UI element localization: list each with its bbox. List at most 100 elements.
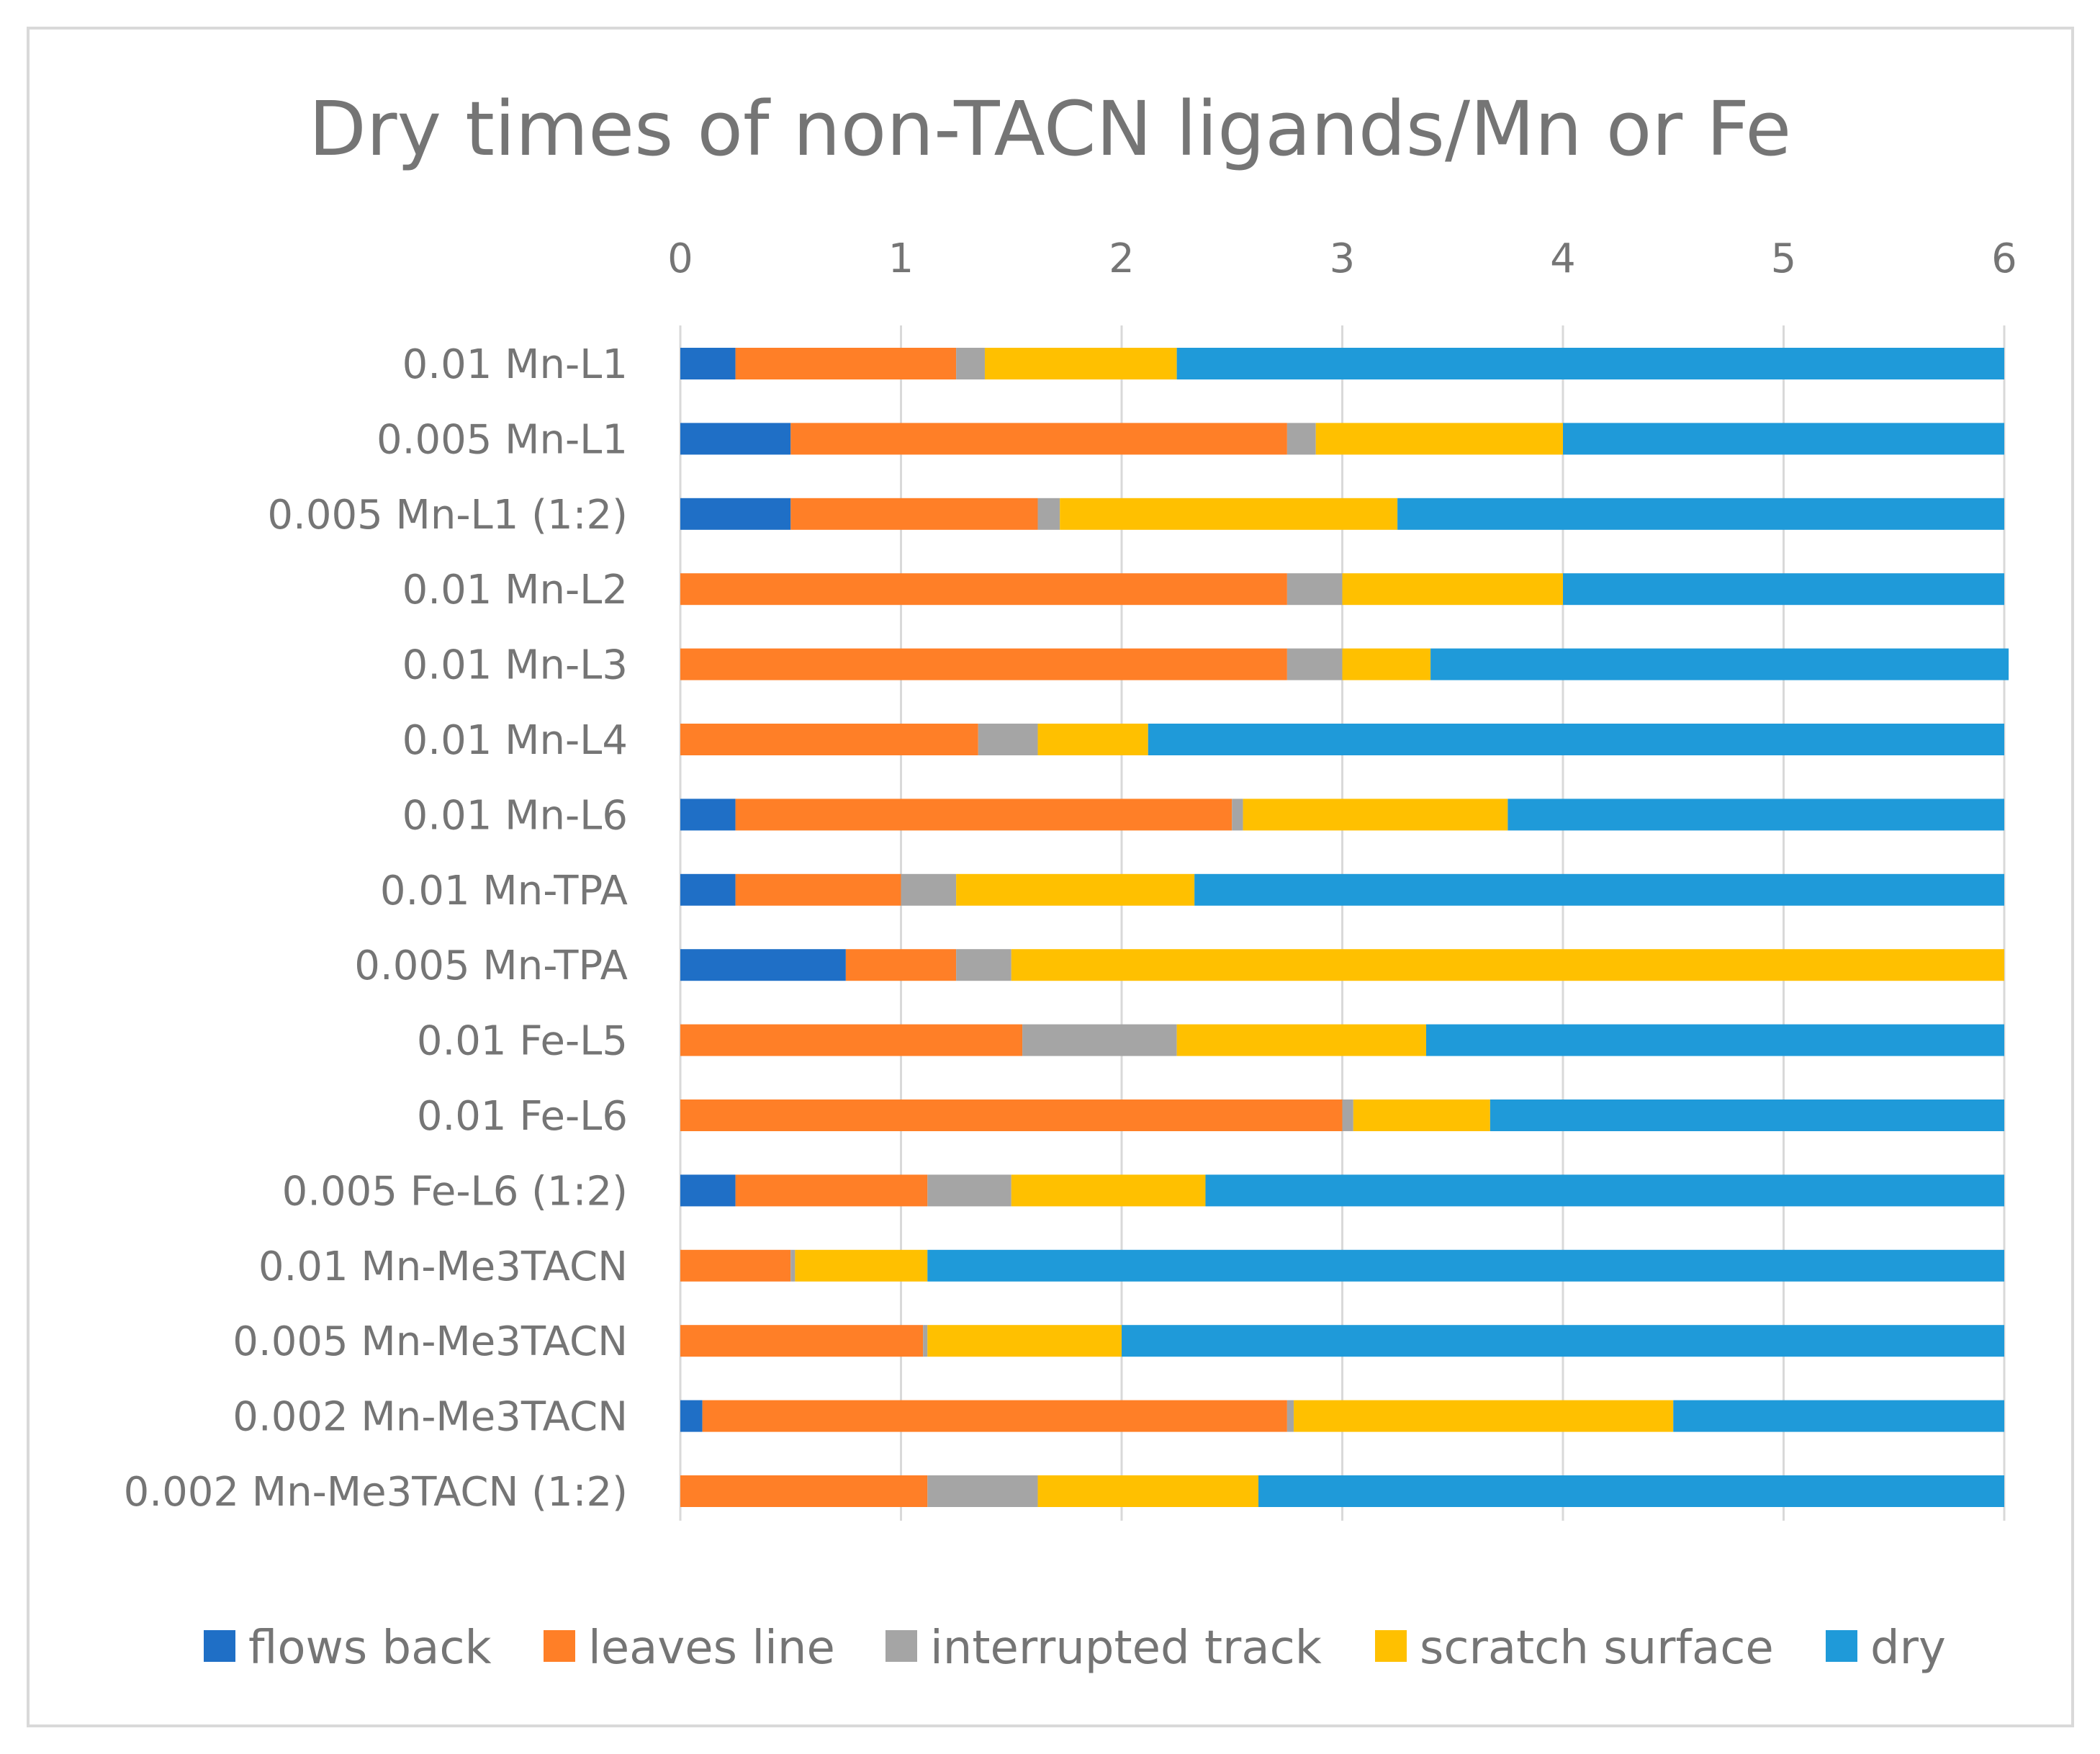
bar-segment bbox=[1397, 498, 2004, 530]
legend-swatch bbox=[1826, 1630, 1857, 1662]
bar-segment bbox=[1425, 1024, 2004, 1056]
bar-segment bbox=[1037, 724, 1148, 755]
x-tick-label: 4 bbox=[1550, 235, 1576, 282]
bar-segment bbox=[680, 1174, 736, 1207]
category-label: 0.01 Fe-L6 bbox=[417, 1093, 628, 1140]
bar-segment bbox=[927, 1249, 2004, 1282]
bar-segment bbox=[1563, 423, 2004, 455]
x-tick-label: 2 bbox=[1109, 235, 1135, 282]
bar-segment bbox=[790, 498, 1038, 530]
bar-segment bbox=[795, 1249, 928, 1282]
bar-segment bbox=[1205, 1174, 2004, 1207]
bar-segment bbox=[956, 873, 1195, 906]
bar-segment bbox=[735, 348, 957, 379]
legend-item: interrupted track bbox=[885, 1622, 1322, 1675]
x-axis-ticks: 0 1 2 3 4 5 6 bbox=[667, 235, 2017, 282]
legend-item: leaves line bbox=[544, 1622, 835, 1675]
bar-segment bbox=[1286, 648, 1343, 680]
bar-segment bbox=[1037, 1475, 1259, 1507]
bar-segment bbox=[680, 573, 1287, 606]
chart-title: Dry times of non-TACN ligands/Mn or Fe bbox=[308, 85, 1792, 173]
bar-segment bbox=[984, 348, 1177, 379]
legend-label: interrupted track bbox=[930, 1622, 1322, 1675]
x-tick-label: 6 bbox=[1991, 235, 2017, 282]
category-label: 0.01 Mn-L2 bbox=[402, 567, 628, 613]
category-label: 0.01 Mn-L6 bbox=[402, 792, 628, 839]
x-tick-label: 3 bbox=[1330, 235, 1356, 282]
bar-segment bbox=[680, 873, 736, 906]
category-label: 0.005 Fe-L6 (1:2) bbox=[282, 1168, 628, 1215]
x-tick-label: 1 bbox=[888, 235, 914, 282]
bar-segment bbox=[680, 949, 846, 981]
category-label: 0.002 Mn-Me3TACN bbox=[233, 1394, 628, 1441]
bar-segment bbox=[1037, 498, 1060, 530]
bar-segment bbox=[1232, 799, 1243, 831]
bar-segment bbox=[702, 1400, 1287, 1432]
category-label: 0.01 Mn-L4 bbox=[402, 717, 628, 764]
bar-segment bbox=[1122, 1325, 2004, 1357]
bar-segment bbox=[680, 498, 791, 530]
legend-item: dry bbox=[1826, 1622, 1946, 1675]
bar-segment bbox=[790, 423, 1287, 455]
legend-item: flows back bbox=[204, 1622, 492, 1675]
bar-segment bbox=[680, 648, 1287, 680]
bar-segment bbox=[1342, 648, 1431, 680]
legend-label: flows back bbox=[248, 1622, 492, 1675]
bar-segment bbox=[1490, 1099, 2004, 1131]
bar-segment bbox=[680, 1249, 791, 1282]
bar-segment bbox=[1563, 573, 2004, 606]
bar-segment bbox=[1011, 949, 2004, 981]
bar-segment bbox=[845, 949, 957, 981]
bar-segment bbox=[735, 1174, 928, 1207]
category-label: 0.01 Mn-TPA bbox=[380, 868, 628, 914]
category-label: 0.01 Mn-Me3TACN bbox=[258, 1243, 628, 1290]
bar-segment bbox=[680, 423, 791, 455]
bar-segment bbox=[680, 799, 736, 831]
bar-segment bbox=[1176, 1024, 1426, 1056]
category-label: 0.005 Mn-L1 bbox=[377, 416, 628, 463]
bar-segment bbox=[1342, 573, 1563, 606]
bar-segment bbox=[978, 724, 1038, 755]
bar-segment bbox=[927, 1174, 1011, 1207]
bar-segment bbox=[680, 1024, 1023, 1056]
bar-segment bbox=[901, 873, 957, 906]
bar-segment bbox=[956, 348, 985, 379]
bar-segment bbox=[735, 873, 901, 906]
bar-segment bbox=[1148, 724, 2004, 755]
legend-swatch bbox=[204, 1630, 235, 1662]
category-label: 0.01 Fe-L5 bbox=[417, 1018, 628, 1065]
bar-segment bbox=[1286, 573, 1343, 606]
legend-label: scratch surface bbox=[1420, 1622, 1774, 1675]
legend-swatch bbox=[885, 1630, 917, 1662]
bar-segment bbox=[680, 724, 978, 755]
bar-segment bbox=[680, 1099, 1343, 1131]
bars bbox=[680, 348, 2009, 1507]
bar-segment bbox=[923, 1325, 928, 1357]
category-label: 0.005 Mn-Me3TACN bbox=[233, 1318, 628, 1365]
bar-segment bbox=[927, 1325, 1122, 1357]
bar-segment bbox=[927, 1475, 1038, 1507]
bar-segment bbox=[1258, 1475, 2004, 1507]
bar-segment bbox=[1022, 1024, 1177, 1056]
bar-segment bbox=[1060, 498, 1398, 530]
bar-segment bbox=[1194, 873, 2004, 906]
category-label: 0.005 Mn-L1 (1:2) bbox=[267, 492, 628, 539]
bar-segment bbox=[680, 1475, 928, 1507]
bar-segment bbox=[1011, 1174, 1206, 1207]
y-axis-category-labels: 0.01 Mn-L1 0.005 Mn-L1 0.005 Mn-L1 (1:2) 0.… bbox=[124, 341, 628, 1516]
bar-segment bbox=[680, 1400, 703, 1432]
legend-item: scratch surface bbox=[1375, 1622, 1774, 1675]
bar-segment bbox=[1294, 1400, 1674, 1432]
bar-segment bbox=[1243, 799, 1508, 831]
bar-segment bbox=[1673, 1400, 2004, 1432]
legend-swatch bbox=[544, 1630, 575, 1662]
bar-segment bbox=[1176, 348, 2004, 379]
bar-segment bbox=[1430, 648, 2009, 680]
legend-swatch bbox=[1375, 1630, 1407, 1662]
legend-label: dry bbox=[1870, 1622, 1946, 1675]
x-tick-label: 5 bbox=[1771, 235, 1797, 282]
category-label: 0.01 Mn-L3 bbox=[402, 642, 628, 689]
bar-segment bbox=[956, 949, 1011, 981]
category-label: 0.005 Mn-TPA bbox=[354, 943, 628, 989]
bar-segment bbox=[1508, 799, 2004, 831]
